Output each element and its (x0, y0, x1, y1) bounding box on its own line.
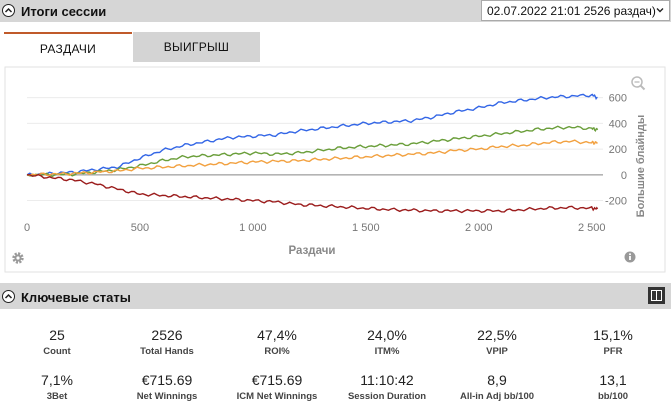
stat-label: VPIP (486, 346, 508, 357)
stat-item: 8,9 All-in Adj bb/100 (442, 372, 552, 402)
y-tick-label: 0 (621, 170, 627, 182)
y-tick-label: 200 (609, 144, 627, 156)
stat-label: Total Hands (140, 346, 194, 357)
tab-winnings[interactable]: ВЫИГРЫШ (133, 32, 260, 62)
chevron-up-icon (4, 7, 13, 13)
stat-item: 13,1 bb/100 (558, 372, 668, 402)
chart-area: 0 500 1 000 1 500 2 000 2 500 600 400 200 0 -200 … (0, 64, 671, 276)
series-line (26, 93, 598, 177)
stat-label: bb/100 (597, 391, 629, 402)
stat-value: 2526 (151, 327, 183, 343)
stat-label: Session Duration (347, 391, 427, 402)
stat-value: €715.69 (251, 372, 303, 388)
zoom-out-icon[interactable] (631, 76, 646, 91)
stat-value: €715.69 (141, 372, 193, 388)
stat-item: 47,4% ROI% (222, 327, 332, 357)
stat-label: ICM Net Winnings (236, 391, 318, 402)
stat-value: 7,1% (41, 372, 73, 388)
key-stats-header: Ключевые статы (0, 283, 671, 309)
stat-label: ROI% (264, 346, 290, 357)
stat-value: 24,0% (367, 327, 407, 343)
panel-toggle-icon (651, 290, 662, 301)
stat-label: 3Bet (46, 391, 68, 402)
session-select[interactable]: 02.07.2022 21:01 2526 раздач) (481, 0, 670, 21)
series-line (27, 173, 599, 214)
chart-tabs: РАЗДАЧИ ВЫИГРЫШ (0, 22, 671, 64)
key-stats-grid: 25 Count 2526 Total Hands 47,4% ROI% 24,0% ITM%… (0, 320, 671, 414)
panel-toggle-button[interactable] (648, 287, 665, 304)
x-tick-label: 0 (24, 222, 30, 234)
stat-value: 8,9 (487, 372, 507, 388)
chevron-up-icon (4, 293, 13, 299)
tab-hands[interactable]: РАЗДАЧИ (4, 32, 132, 62)
stat-item: 2526 Total Hands (112, 327, 222, 357)
chevron-down-icon (656, 8, 664, 13)
y-tick-label: 400 (609, 118, 627, 130)
x-tick-label: 1 500 (352, 222, 380, 234)
stat-item: 24,0% ITM% (332, 327, 442, 357)
stat-label: All-in Adj bb/100 (459, 391, 535, 402)
x-axis-label: Раздачи (289, 245, 336, 257)
session-summary-header: Итоги сессии 02.07.2022 21:01 2526 разда… (0, 0, 671, 22)
stat-value: 13,1 (599, 372, 627, 388)
gear-icon[interactable] (12, 252, 24, 264)
y-axis-label: Большие блайнды (635, 115, 647, 218)
chart-frame (4, 66, 666, 273)
key-stats-title: Ключевые статы (21, 290, 131, 305)
stat-value: 15,1% (593, 327, 633, 343)
x-tick-label: 1 000 (239, 222, 267, 234)
stat-item: 22,5% VPIP (442, 327, 552, 357)
session-summary-title: Итоги сессии (21, 4, 107, 19)
stat-label: Net Winnings (136, 391, 198, 402)
info-icon[interactable] (624, 251, 636, 263)
stat-value: 11:10:42 (360, 372, 414, 388)
stat-value: 22,5% (477, 327, 517, 343)
stat-label: PFR (603, 346, 623, 357)
stat-item: 15,1% PFR (558, 327, 668, 357)
session-graph: 0 500 1 000 1 500 2 000 2 500 6004002000-200 … (4, 66, 666, 273)
stat-item: €715.69 Net Winnings (112, 372, 222, 402)
x-tick-label: 2 000 (465, 222, 493, 234)
series-line (26, 139, 598, 177)
stat-item: €715.69 ICM Net Winnings (222, 372, 332, 402)
x-tick-label: 2 500 (578, 222, 606, 234)
y-tick-label: 600 (609, 93, 627, 105)
stat-item: 25 Count (2, 327, 112, 357)
session-select-value: 02.07.2022 21:01 2526 раздач) (487, 4, 656, 18)
stat-label: Count (43, 346, 71, 357)
stat-value: 25 (49, 327, 65, 343)
collapse-stats-button[interactable] (2, 290, 15, 303)
series-line (26, 125, 599, 178)
stat-label: ITM% (374, 346, 400, 357)
collapse-session-button[interactable] (2, 4, 15, 17)
stat-item: 11:10:42 Session Duration (332, 372, 442, 402)
stat-item: 7,1% 3Bet (2, 372, 112, 402)
stat-value: 47,4% (257, 327, 297, 343)
x-tick-label: 500 (131, 222, 149, 234)
y-tick-label: -200 (605, 196, 627, 208)
